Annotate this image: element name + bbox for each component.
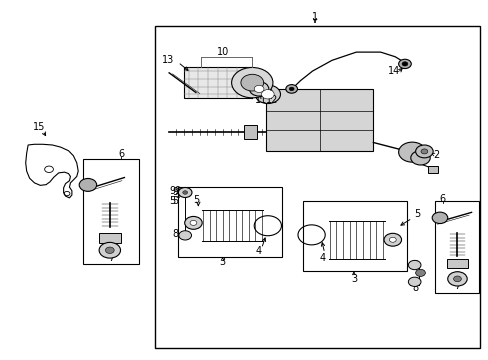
Circle shape — [401, 62, 407, 66]
Text: 6: 6 — [118, 149, 124, 159]
Text: 5: 5 — [192, 195, 199, 204]
Text: 9: 9 — [172, 187, 178, 197]
Text: 2: 2 — [432, 150, 439, 160]
FancyBboxPatch shape — [83, 158, 139, 264]
Circle shape — [105, 247, 114, 253]
Text: 9: 9 — [169, 186, 175, 197]
Circle shape — [398, 59, 410, 68]
Circle shape — [178, 188, 192, 198]
Text: 6: 6 — [439, 194, 445, 204]
Circle shape — [407, 260, 420, 270]
Circle shape — [431, 212, 447, 224]
Circle shape — [190, 220, 197, 225]
Circle shape — [79, 179, 97, 192]
Circle shape — [388, 237, 395, 242]
Circle shape — [383, 233, 401, 246]
Text: 9: 9 — [412, 260, 418, 270]
FancyBboxPatch shape — [266, 89, 372, 152]
Text: 5: 5 — [175, 190, 180, 199]
Text: 4: 4 — [256, 246, 262, 256]
Circle shape — [179, 231, 191, 240]
Circle shape — [453, 276, 460, 282]
Circle shape — [415, 145, 432, 158]
Circle shape — [261, 90, 274, 99]
FancyBboxPatch shape — [154, 26, 479, 348]
Circle shape — [415, 269, 425, 276]
Circle shape — [254, 85, 264, 93]
Circle shape — [410, 151, 429, 165]
Circle shape — [285, 85, 297, 93]
Text: 14: 14 — [387, 66, 400, 76]
FancyBboxPatch shape — [244, 125, 256, 139]
Text: 3: 3 — [219, 257, 225, 267]
Text: 9: 9 — [175, 186, 181, 197]
Text: 5: 5 — [413, 209, 419, 219]
FancyBboxPatch shape — [427, 166, 437, 173]
Text: 12: 12 — [265, 95, 277, 105]
Text: 4: 4 — [319, 252, 325, 262]
FancyBboxPatch shape — [434, 202, 478, 293]
Circle shape — [447, 272, 466, 286]
Text: 5: 5 — [172, 197, 178, 206]
Circle shape — [407, 277, 420, 287]
Text: 1: 1 — [311, 13, 317, 22]
Circle shape — [184, 216, 202, 229]
FancyBboxPatch shape — [302, 202, 407, 271]
Circle shape — [288, 87, 293, 91]
Text: 13: 13 — [162, 55, 174, 64]
Circle shape — [420, 149, 427, 154]
Circle shape — [255, 85, 280, 104]
Text: 7: 7 — [453, 281, 460, 291]
Text: 7: 7 — [108, 252, 114, 262]
Text: 15: 15 — [33, 122, 45, 132]
Circle shape — [249, 82, 268, 96]
Circle shape — [231, 67, 272, 98]
FancyBboxPatch shape — [178, 187, 282, 257]
Circle shape — [99, 242, 120, 258]
Text: 8: 8 — [412, 283, 418, 293]
Text: 5: 5 — [169, 197, 175, 206]
Text: 3: 3 — [350, 274, 356, 284]
Circle shape — [398, 142, 425, 162]
FancyBboxPatch shape — [99, 233, 121, 243]
Text: 10: 10 — [216, 47, 228, 57]
Polygon shape — [26, 144, 78, 198]
Circle shape — [183, 191, 187, 194]
FancyBboxPatch shape — [446, 259, 467, 268]
Text: 11: 11 — [254, 95, 266, 105]
Circle shape — [241, 74, 263, 91]
FancyBboxPatch shape — [183, 67, 251, 98]
Text: 8: 8 — [172, 229, 178, 239]
